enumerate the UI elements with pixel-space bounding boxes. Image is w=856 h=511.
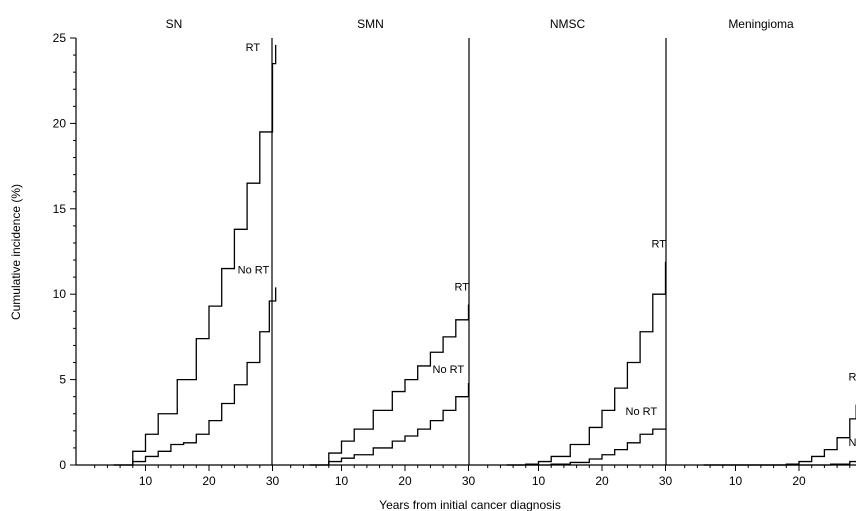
series-line-rt: [506, 261, 667, 466]
series-label-no-rt: No RT: [849, 437, 856, 449]
series-label-rt: RT: [652, 239, 667, 251]
x-tick-label: 10: [335, 474, 349, 488]
y-tick-label: 5: [59, 373, 66, 387]
panel-title-1: SMN: [357, 17, 384, 31]
series-label-no-rt: No RT: [626, 406, 658, 418]
series-line-no-rt: [703, 460, 856, 466]
y-tick-label: 0: [59, 458, 66, 472]
x-axis-title: Years from initial cancer diagnosis: [379, 498, 561, 511]
series-label-no-rt: No RT: [238, 264, 270, 276]
series-label-no-rt: No RT: [433, 364, 465, 376]
series-line-no-rt: [309, 383, 470, 466]
y-tick-label: 20: [53, 116, 67, 130]
panel-title-0: SN: [166, 17, 183, 31]
x-tick-label: 30: [462, 474, 476, 488]
x-tick-label: 20: [202, 474, 216, 488]
x-tick-label: 10: [139, 474, 153, 488]
series-line-rt: [703, 404, 856, 466]
x-tick-label: 30: [659, 474, 673, 488]
x-tick-label: 20: [792, 474, 806, 488]
panel-title-3: Meningioma: [728, 17, 794, 31]
series-line-no-rt: [113, 287, 277, 466]
series-label-rt: RT: [455, 281, 470, 293]
x-tick-label: 20: [398, 474, 412, 488]
x-tick-label: 10: [532, 474, 546, 488]
series-line-no-rt: [506, 428, 666, 466]
y-tick-label: 15: [53, 202, 67, 216]
x-tick-label: 20: [595, 474, 609, 488]
y-tick-label: 10: [53, 287, 67, 301]
series-line-rt: [309, 304, 470, 466]
y-tick-label: 25: [53, 31, 67, 45]
panel-title-2: NMSC: [550, 17, 586, 31]
series-label-rt: RT: [246, 42, 261, 54]
series-line-rt: [113, 44, 277, 466]
y-axis-title: Cumulative incidence (%): [9, 184, 23, 320]
x-tick-label: 30: [266, 474, 280, 488]
series-label-rt: RT: [849, 372, 856, 384]
x-tick-label: 10: [729, 474, 743, 488]
panels-group: SN 0 5 10 15 20 25 10 20 30 RT No RT SMN 10 20 30 RT No R…: [53, 17, 856, 488]
